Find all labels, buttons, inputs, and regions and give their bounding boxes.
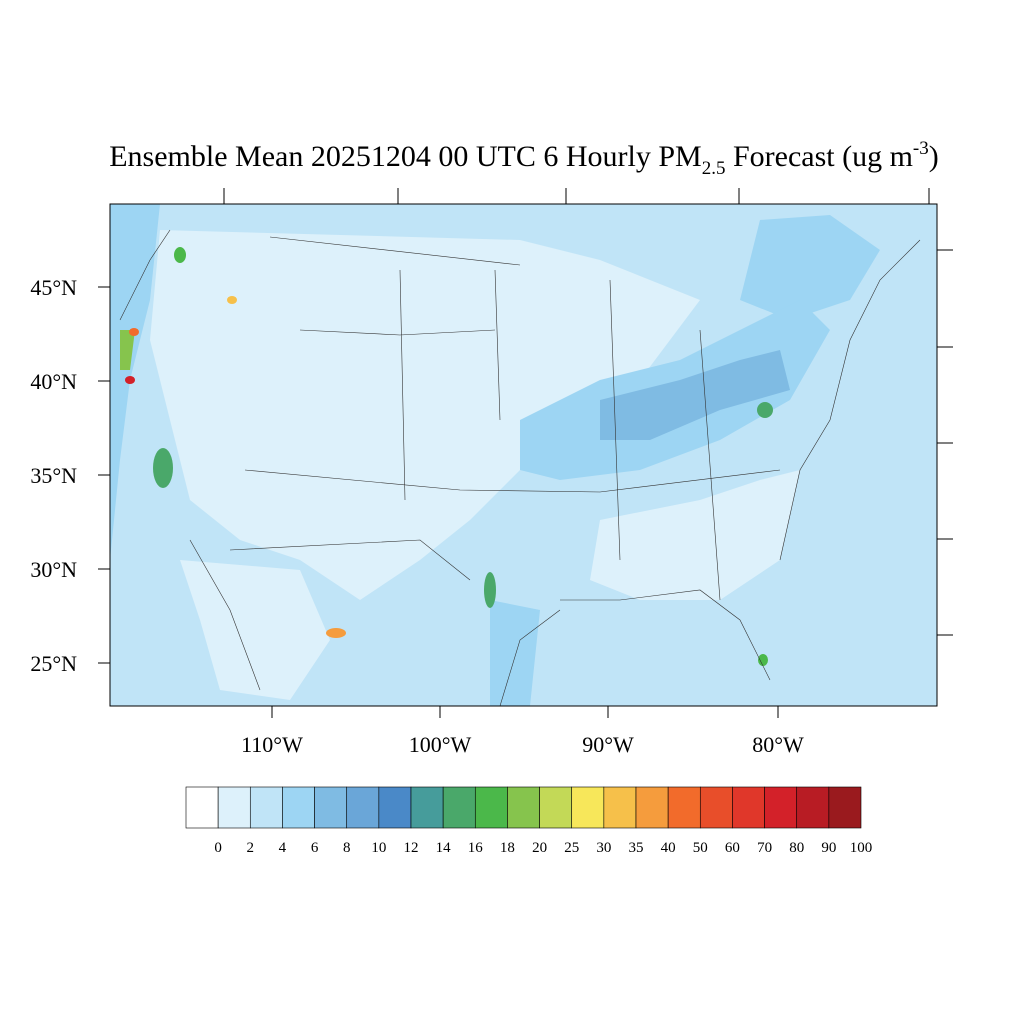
colorbar-label: 16 [468,840,484,856]
colorbar-label: 25 [564,840,579,856]
colorbar-box [378,786,412,829]
title-main: Ensemble Mean 20251204 00 UTC 6 Hourly P… [109,140,701,173]
colorbar-label: 70 [757,840,772,856]
lat-label: 30°N [30,557,77,582]
colorbar-label: 10 [371,840,386,856]
colorbar-box [346,786,380,829]
colorbar-box [282,786,315,829]
colorbar-label: 80 [789,840,804,856]
lat-label: 35°N [30,463,77,488]
colorbar-label: 4 [279,840,287,856]
colorbar-label: 14 [436,840,452,856]
lat-label: 45°N [30,275,77,300]
colorbar-label: 40 [661,840,676,856]
title: Ensemble Mean 20251204 00 UTC 6 Hourly P… [109,138,939,179]
title-end: ) [929,140,939,173]
colorbar-box [410,786,444,829]
axis-ticks: 45°N 40°N 35°N 30°N 25°N 110°W 100°W 90°W 80°W [30,188,953,757]
title-subscript: 2.5 [702,158,726,179]
colorbar-label: 6 [311,840,319,856]
colorbar-box [185,786,219,829]
colorbar-box [249,786,283,829]
colorbar-label: 30 [596,840,611,856]
lon-label: 110°W [241,732,303,757]
colorbar-box [828,786,862,829]
title-superscript: -3 [913,138,929,159]
lon-label: 90°W [582,732,634,757]
colorbar-label: 100 [850,840,873,856]
lat-label: 25°N [30,651,77,676]
lat-label: 40°N [30,369,77,394]
colorbar-box [603,786,637,829]
colorbar-box [571,786,605,829]
colorbar-label: 20 [532,840,547,856]
colorbar-label: 12 [404,840,419,856]
colorbar-box [474,786,508,829]
map-field [110,204,937,706]
colorbar-box [699,786,733,829]
lon-label: 100°W [409,732,472,757]
colorbar-label: 0 [214,840,222,856]
map-frame [109,203,938,707]
colorbar-box [732,786,765,829]
colorbar-label: 90 [821,840,836,856]
colorbar-label: 50 [693,840,708,856]
colorbar-box [764,786,798,829]
colorbar-label: 60 [725,840,740,856]
colorbar-box [635,786,669,829]
colorbar-label: 8 [343,840,351,856]
colorbar-label: 18 [500,840,515,856]
colorbar-box [217,786,251,829]
colorbar-label: 2 [247,840,255,856]
colorbar-box [314,786,348,829]
colorbar-box [507,786,540,829]
colorbar: 0 2 4 6 8 10 12 14 16 18 20 25 30 35 40 50 60 70 80 90 100 [185,786,873,856]
colorbar-box [539,786,573,829]
title-middle: Forecast (ug m [725,140,912,173]
lon-label: 80°W [752,732,804,757]
colorbar-label: 35 [629,840,644,856]
colorbar-box [796,786,830,829]
colorbar-box [667,786,701,829]
colorbar-box [442,786,476,829]
